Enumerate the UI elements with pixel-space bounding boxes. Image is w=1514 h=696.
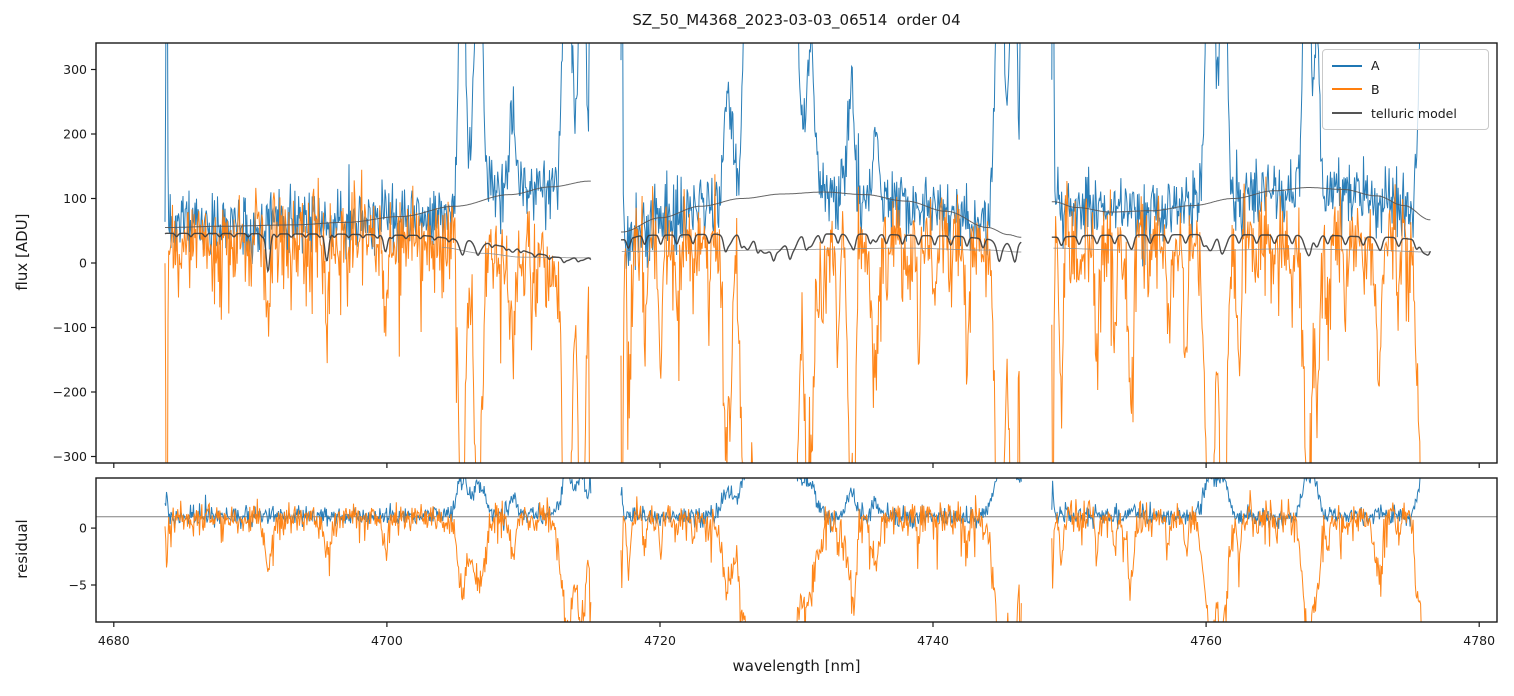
x-tick-label: 4720 xyxy=(644,633,676,648)
faint-model-line-segment-1 xyxy=(442,247,591,259)
legend-item-telluric-model: telluric model xyxy=(1332,106,1479,121)
x-axis-label: wavelength [nm] xyxy=(732,657,861,675)
residual-panel-series xyxy=(96,478,1497,622)
legend-label: A xyxy=(1371,58,1380,74)
legend-label: B xyxy=(1371,81,1380,97)
legend-item-a: A xyxy=(1332,58,1479,73)
faint-model-line-segment-2 xyxy=(621,247,1022,253)
x-tick-label: 4780 xyxy=(1463,633,1495,648)
continuum-line-segment-1 xyxy=(165,180,591,228)
main-y-tick-label: 0 xyxy=(79,255,87,270)
residual-B-segment-3 xyxy=(1051,490,1422,622)
series-B-segment-1 xyxy=(164,169,590,463)
series-A-segment-1 xyxy=(164,43,590,265)
residual-panel-frame xyxy=(95,477,1498,623)
telluric-model-line-segment-2 xyxy=(621,233,1022,263)
continuum-line-segment-2 xyxy=(621,191,1022,238)
main-y-tick-label: −300 xyxy=(53,449,87,464)
main-panel-frame xyxy=(95,42,1498,464)
series-A-segment-2 xyxy=(620,43,1021,271)
x-tick-label: 4700 xyxy=(371,633,403,648)
series-B-segment-2 xyxy=(620,174,1021,463)
series-A-segment-3 xyxy=(1051,43,1421,267)
telluric-model-line-segment-3 xyxy=(1051,233,1432,257)
legend-line-swatch xyxy=(1332,64,1362,67)
main-panel-series xyxy=(164,43,1432,463)
series-B-segment-3 xyxy=(1051,176,1421,463)
faint-model-line-segment-3 xyxy=(1053,247,1431,253)
legend-label: telluric model xyxy=(1371,105,1457,121)
residual-B-segment-2 xyxy=(620,495,1022,622)
telluric-model-line-segment-1 xyxy=(164,232,592,274)
legend-line-swatch xyxy=(1332,112,1362,115)
residual-y-tick-label: −5 xyxy=(69,577,87,592)
main-y-tick-label: −200 xyxy=(53,384,87,399)
main-y-tick-label: 300 xyxy=(63,62,87,77)
legend-item-b: B xyxy=(1332,82,1479,97)
chart-title: SZ_50_M4368_2023-03-03_06514 order 04 xyxy=(632,11,961,29)
continuum-line-segment-3 xyxy=(1051,187,1431,221)
x-tick-label: 4760 xyxy=(1190,633,1222,648)
legend-line-swatch xyxy=(1332,88,1362,91)
x-tick-label: 4740 xyxy=(917,633,949,648)
x-tick-label: 4680 xyxy=(98,633,130,648)
residual-y-tick-label: 0 xyxy=(79,520,87,535)
main-y-tick-label: −100 xyxy=(53,320,87,335)
residual-B-segment-1 xyxy=(164,497,592,622)
main-y-tick-label: 100 xyxy=(63,191,87,206)
main-y-tick-label: 200 xyxy=(63,126,87,141)
